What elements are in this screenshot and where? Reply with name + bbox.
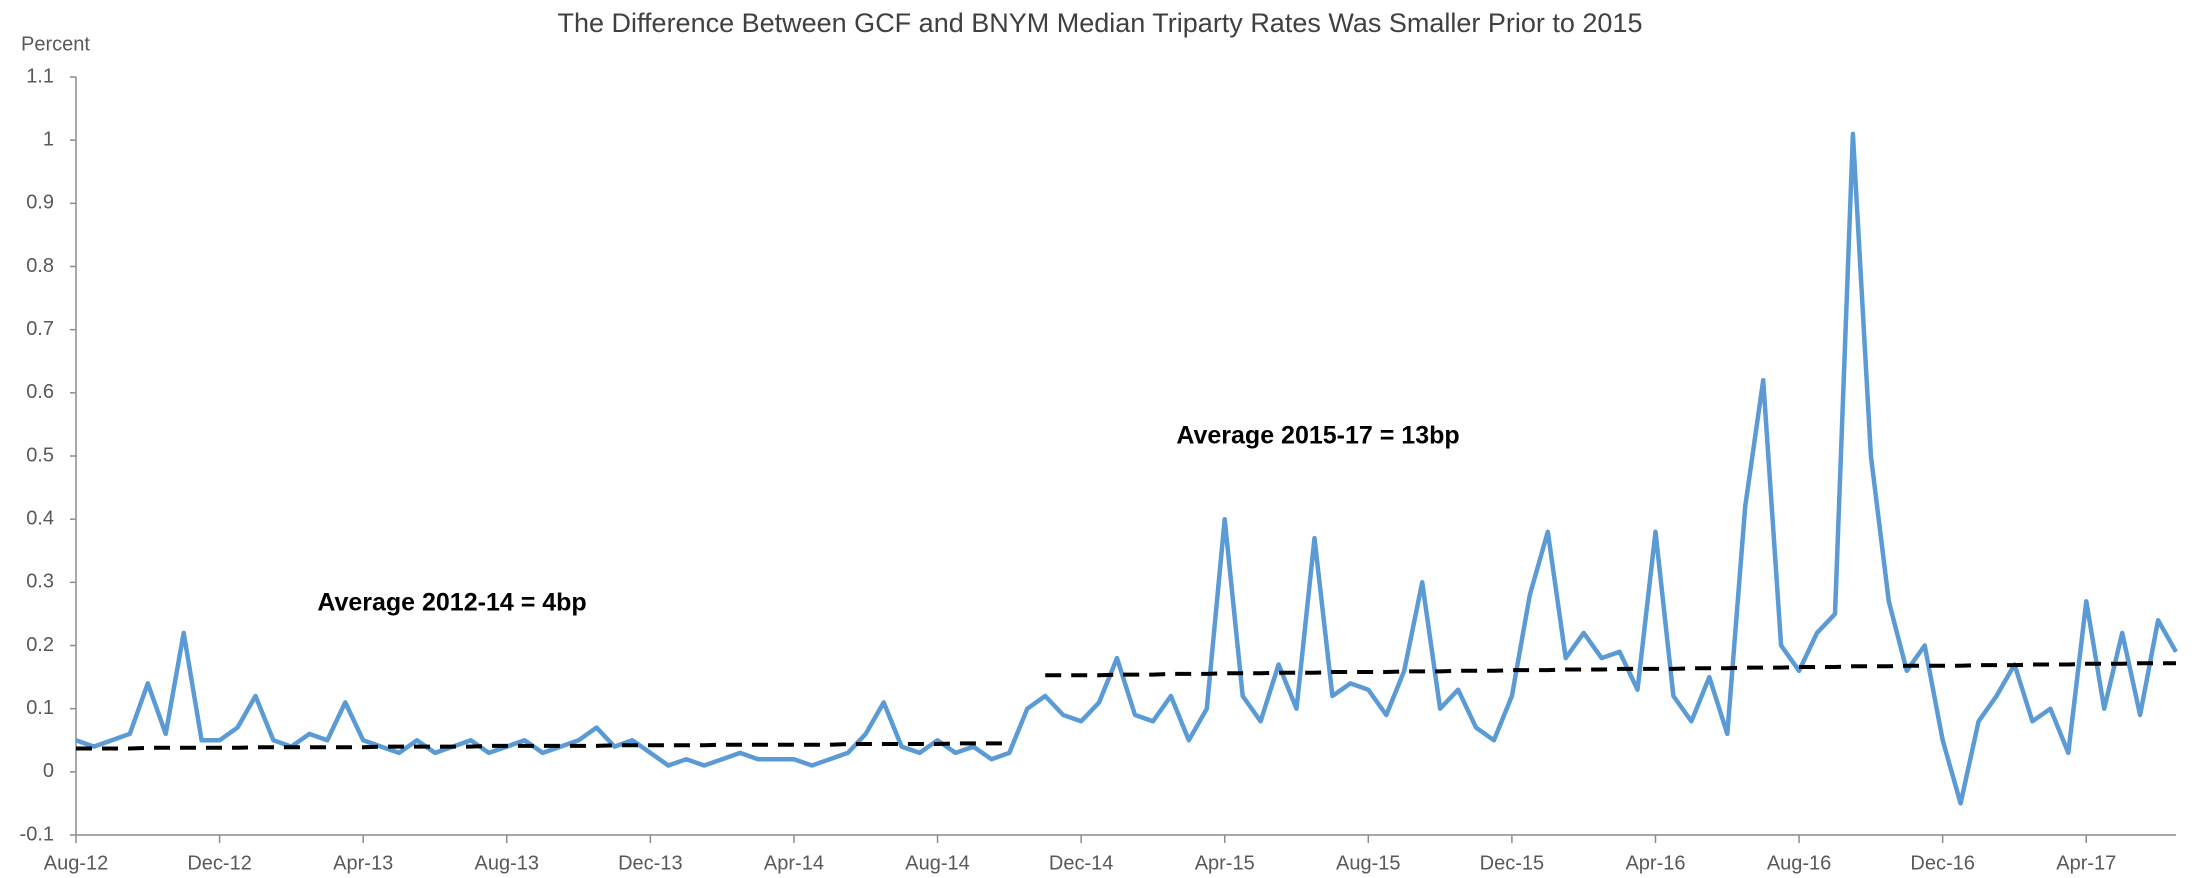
- x-tick-label: Apr-17: [2056, 852, 2116, 874]
- chart-title: The Difference Between GCF and BNYM Medi…: [558, 8, 1643, 38]
- data-line: [75, 131, 2178, 806]
- y-axis-label: Percent: [21, 33, 90, 55]
- x-tick-label: Apr-14: [764, 852, 824, 874]
- annotation: Average 2015-17 = 13bp: [1176, 422, 1459, 450]
- x-tick-label: Aug-13: [475, 852, 540, 874]
- y-tick-label: 1.1: [26, 65, 54, 87]
- y-tick-label: 0.2: [26, 634, 54, 656]
- annotation: Average 2012-14 = 4bp: [317, 589, 586, 617]
- x-tick-label: Apr-13: [333, 852, 393, 874]
- y-tick-label: 1: [43, 128, 54, 150]
- y-tick-label: 0.7: [26, 318, 54, 340]
- x-tick-label: Dec-14: [1049, 852, 1113, 874]
- y-tick-label: 0.9: [26, 192, 54, 214]
- trend-line: [76, 661, 2176, 751]
- x-tick-label: Dec-15: [1480, 852, 1544, 874]
- x-tick-label: Aug-12: [44, 852, 109, 874]
- x-tick-label: Dec-12: [187, 852, 251, 874]
- y-tick-label: 0.6: [26, 381, 54, 403]
- x-tick-label: Aug-14: [905, 852, 970, 874]
- y-tick-label: 0.1: [26, 697, 54, 719]
- x-tick-label: Aug-16: [1767, 852, 1832, 874]
- y-tick-label: 0.4: [26, 507, 54, 529]
- x-tick-label: Aug-15: [1336, 852, 1401, 874]
- y-tick-label: -0.1: [20, 823, 54, 845]
- y-tick-label: 0.5: [26, 444, 54, 466]
- x-tick-label: Apr-15: [1195, 852, 1255, 874]
- x-tick-label: Dec-16: [1910, 852, 1974, 874]
- x-tick-label: Dec-13: [618, 852, 682, 874]
- y-tick-label: 0: [43, 760, 54, 782]
- y-tick-label: 0.8: [26, 255, 54, 277]
- x-tick-label: Apr-16: [1625, 852, 1685, 874]
- y-tick-label: 0.3: [26, 571, 54, 593]
